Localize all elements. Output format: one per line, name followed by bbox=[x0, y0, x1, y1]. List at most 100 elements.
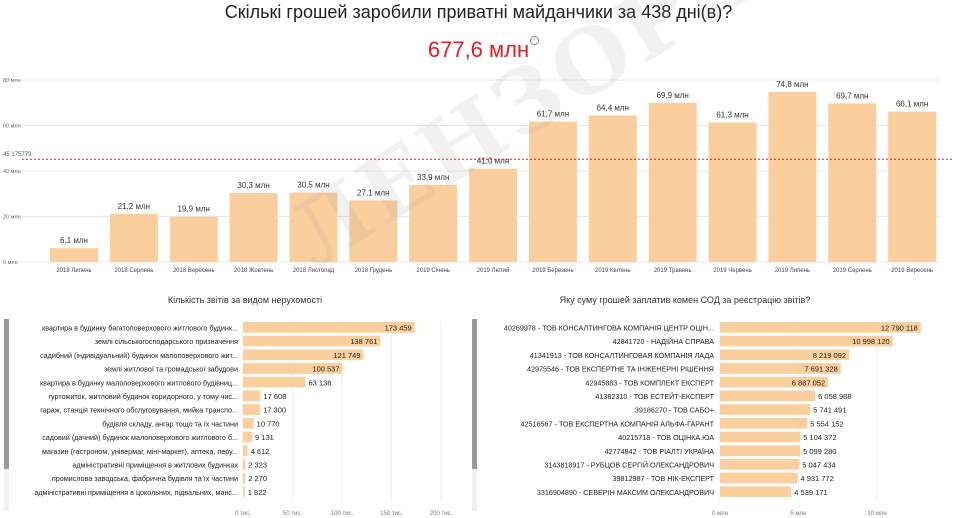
x-tick-label: 2019 Серпень bbox=[833, 268, 872, 274]
scrollbar-thumb[interactable] bbox=[472, 319, 477, 469]
row-bar[interactable] bbox=[243, 390, 261, 402]
month-bar[interactable] bbox=[588, 115, 637, 263]
row-label: 3143818917 - РУБЦОВ СЕРГІЙ ОЛЕКСАНДРОВИЧ bbox=[544, 461, 714, 470]
row-value-label: 1 822 bbox=[248, 488, 267, 497]
row-value-label: 9 131 bbox=[255, 433, 274, 442]
row-bar[interactable] bbox=[720, 431, 801, 443]
month-bar[interactable] bbox=[469, 168, 518, 262]
bar-value-label: 21,2 млн bbox=[118, 202, 150, 211]
month-bar[interactable] bbox=[828, 103, 877, 263]
month-bar[interactable] bbox=[169, 216, 218, 262]
x-tick-label: 100 тис. bbox=[331, 511, 354, 517]
bar-value-label: 6,1 млн bbox=[60, 236, 88, 245]
x-tick-label: 0 тис. bbox=[235, 511, 251, 517]
row-bar[interactable] bbox=[720, 349, 850, 361]
x-tick-label: 0 млн bbox=[712, 511, 728, 517]
row-value-label: 100 537 bbox=[312, 365, 339, 374]
row-bar[interactable] bbox=[243, 459, 246, 470]
row-label: землі житлової та громадської забудови bbox=[104, 365, 238, 374]
month-bar[interactable] bbox=[109, 213, 158, 262]
row-bar[interactable] bbox=[243, 376, 306, 388]
row-bar[interactable] bbox=[243, 472, 246, 484]
row-bar[interactable] bbox=[243, 445, 248, 456]
row-label: садибний (індивідуальний) будинок малопо… bbox=[40, 351, 238, 360]
row-label: 39812987 - ТОВ НІК-ЕКСПЕРТ bbox=[613, 474, 715, 483]
y-tick-label: 20 млн bbox=[3, 215, 21, 221]
row-bar[interactable] bbox=[720, 459, 800, 470]
row-bar[interactable] bbox=[720, 322, 921, 333]
month-bar[interactable] bbox=[888, 111, 937, 262]
x-tick-label: 2018 Липень bbox=[56, 268, 91, 274]
row-bar[interactable] bbox=[243, 322, 415, 333]
row-label: 39186270 - ТОВ САБО+ bbox=[635, 406, 714, 415]
property-chart-title: Кількість звітів за видом нерухомості bbox=[167, 295, 323, 305]
y-tick-label: 40 млн bbox=[3, 169, 21, 175]
info-icon[interactable]: i bbox=[530, 36, 539, 45]
row-bar[interactable] bbox=[243, 417, 254, 429]
scrollbar-thumb[interactable] bbox=[4, 319, 9, 469]
month-bar[interactable] bbox=[349, 200, 398, 262]
month-bar[interactable] bbox=[409, 184, 458, 262]
row-label: адміністративні приміщення в житлових бу… bbox=[72, 461, 238, 470]
row-bar[interactable] bbox=[720, 417, 808, 429]
row-value-label: 63 138 bbox=[309, 378, 332, 387]
row-bar[interactable] bbox=[243, 486, 245, 498]
row-value-label: 17 608 bbox=[263, 392, 286, 401]
row-value-label: 2 323 bbox=[248, 461, 267, 470]
row-bar[interactable] bbox=[720, 335, 893, 347]
row-label: 42945883 - ТОВ КОМПЛЕКТ ЕКСПЕРТ bbox=[585, 378, 714, 387]
x-tick-label: 2019 Липень bbox=[775, 268, 810, 274]
month-bar[interactable] bbox=[229, 193, 278, 262]
x-tick-label: 2019 Лютий bbox=[477, 267, 510, 274]
row-value-label: 121 749 bbox=[333, 351, 360, 360]
row-bar[interactable] bbox=[720, 486, 792, 498]
row-value-label: 8 219 092 bbox=[813, 351, 846, 360]
month-bar[interactable] bbox=[289, 192, 338, 262]
row-label: 3316904890 - СЕВЕРІН МАКСИМ ОЛЕКСАНДРОВИ… bbox=[537, 488, 714, 497]
row-bar[interactable] bbox=[720, 390, 816, 402]
bar-value-label: 69,7 млн bbox=[836, 91, 868, 100]
row-value-label: 5 741 491 bbox=[813, 406, 846, 415]
row-value-label: 138 761 bbox=[350, 337, 377, 346]
y-tick-label: 0 млн bbox=[3, 260, 18, 266]
row-bar[interactable] bbox=[243, 335, 381, 347]
row-label: землі сільськогосподарського призначення bbox=[95, 337, 238, 346]
row-label: магазин (гастроном, універмаг, міні-марк… bbox=[42, 447, 238, 456]
row-bar[interactable] bbox=[243, 431, 253, 443]
row-bar[interactable] bbox=[720, 363, 841, 374]
x-tick-label: 2018 Листопад bbox=[293, 268, 335, 274]
row-bar[interactable] bbox=[243, 363, 343, 374]
bar-value-label: 27,1 млн bbox=[357, 188, 389, 197]
y-tick-label: 80 млн bbox=[3, 78, 21, 84]
row-value-label: 6 058 988 bbox=[818, 392, 851, 401]
bar-value-label: 64,4 млн bbox=[597, 103, 629, 112]
row-bar[interactable] bbox=[720, 376, 829, 388]
row-label: квартира в будинку малоповерхового житло… bbox=[40, 378, 238, 387]
month-bar[interactable] bbox=[528, 121, 577, 262]
row-bar[interactable] bbox=[720, 445, 801, 456]
row-label: 41341913 - ТОВ КОНСАЛТИНГОВАЯ КОМПАНІЯ Л… bbox=[530, 351, 714, 360]
row-value-label: 4 539 171 bbox=[794, 488, 827, 497]
month-bar[interactable] bbox=[648, 102, 697, 262]
month-bar[interactable] bbox=[708, 122, 757, 262]
bar-value-label: 30,3 млн bbox=[237, 181, 269, 190]
row-label: 40269978 - ТОВ КОНСАЛТИНГОВА КОМПАНІЯ ЦЕ… bbox=[504, 324, 714, 333]
month-bar[interactable] bbox=[768, 91, 817, 262]
x-tick-label: 2018 Вересень bbox=[173, 268, 215, 274]
month-bar[interactable] bbox=[50, 248, 98, 262]
x-tick-label: 50 тис. bbox=[283, 511, 302, 517]
row-bar[interactable] bbox=[720, 404, 811, 415]
row-bar[interactable] bbox=[243, 404, 261, 415]
row-bar[interactable] bbox=[243, 349, 364, 361]
row-label: садовий (дачний) будинок малоповерхового… bbox=[42, 433, 238, 442]
row-label: промислова заводська, фабрична будівля т… bbox=[52, 474, 238, 483]
row-value-label: 5 047 434 bbox=[802, 461, 835, 470]
x-tick-label: 2019 Вересень bbox=[891, 268, 933, 274]
row-value-label: 5 104 372 bbox=[803, 433, 836, 442]
companies-chart-title: Яку суму грошей заплатив комен СОД за ре… bbox=[559, 295, 811, 305]
row-label: 42516567 - ТОВ ЕКСПЕРТНА КОМПАНІЯ АЛЬФА-… bbox=[521, 419, 715, 428]
row-bar[interactable] bbox=[720, 472, 798, 484]
x-tick-label: 150 тис. bbox=[380, 511, 403, 517]
row-label: будівля складу, ангар тощо та їх частини bbox=[102, 419, 238, 428]
bar-value-label: 19,9 млн bbox=[178, 205, 210, 214]
